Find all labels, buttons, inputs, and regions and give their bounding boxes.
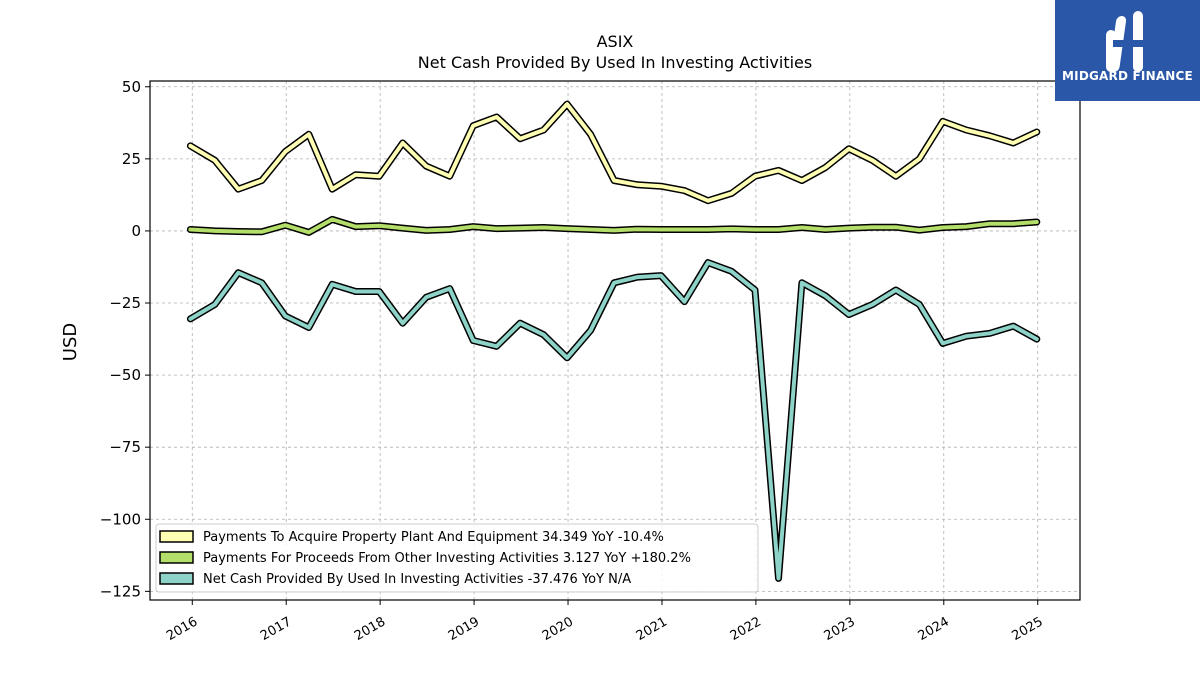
x-tick-label: 2017 — [258, 614, 294, 644]
logo-text: MIDGARD FINANCE — [1062, 69, 1193, 83]
y-tick-label: −25 — [109, 294, 141, 312]
legend-swatch — [159, 530, 194, 543]
x-tick-label: 2024 — [916, 614, 952, 644]
y-tick-label: 0 — [131, 222, 141, 240]
series-layer — [186, 100, 1041, 582]
y-tick-label: −50 — [109, 366, 141, 384]
x-tick-label: 2016 — [164, 614, 200, 644]
y-tick-label: 25 — [122, 150, 141, 168]
y-tick-label: −125 — [100, 582, 141, 600]
legend-swatch — [159, 572, 194, 585]
x-tick-label: 2025 — [1010, 614, 1046, 644]
series-3-line — [188, 260, 1039, 581]
legend-label: Net Cash Provided By Used In Investing A… — [203, 572, 631, 587]
legend-label: Payments To Acquire Property Plant And E… — [203, 530, 664, 545]
y-axis: 50 25 0 −25 −50 −75 −100 −125 — [100, 78, 150, 600]
y-axis-label: USD — [60, 323, 81, 361]
x-tick-label: 2021 — [634, 614, 670, 644]
plot-frame — [149, 80, 1081, 601]
y-tick-label: −100 — [100, 510, 141, 528]
x-tick-label: 2022 — [728, 614, 764, 644]
brand-logo: MIDGARD FINANCE — [1055, 0, 1200, 101]
x-tick-label: 2018 — [352, 614, 388, 644]
y-tick-label: 50 — [122, 78, 141, 96]
legend-box — [155, 523, 759, 593]
legend: Payments To Acquire Property Plant And E… — [155, 523, 759, 593]
legend-label: Payments For Proceeds From Other Investi… — [203, 551, 691, 566]
chart-title: ASIX — [597, 32, 634, 51]
legend-swatch — [159, 551, 194, 564]
series-1-line — [188, 102, 1039, 203]
series-2-line — [188, 217, 1039, 235]
x-tick-label: 2019 — [446, 614, 482, 644]
x-tick-label: 2023 — [822, 614, 858, 644]
x-tick-label: 2020 — [540, 614, 576, 644]
chart-subtitle: Net Cash Provided By Used In Investing A… — [418, 53, 812, 72]
y-tick-label: −75 — [109, 438, 141, 456]
x-axis: 2016 2017 2018 2019 2020 2021 2022 2023 2024 2025 — [164, 600, 1046, 644]
logo-mark-icon — [1106, 11, 1143, 72]
